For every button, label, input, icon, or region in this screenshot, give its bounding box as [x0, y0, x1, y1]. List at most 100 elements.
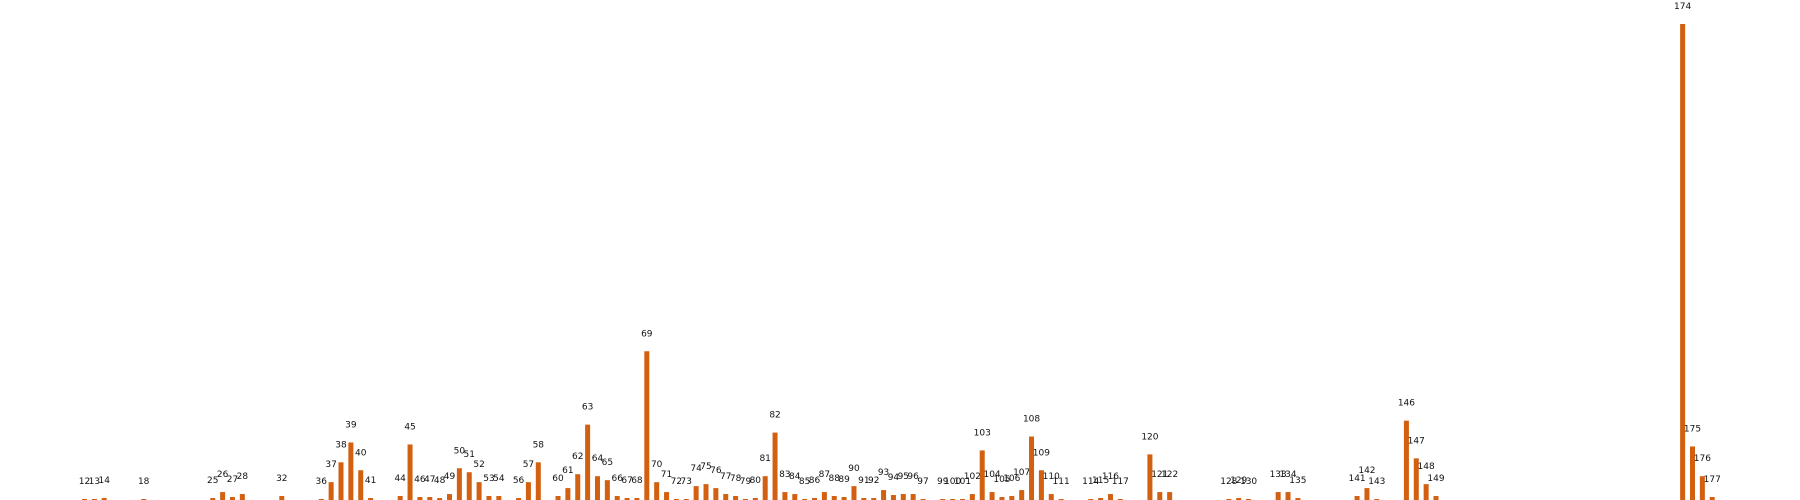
bar-label-149: 149 [1427, 474, 1444, 484]
bar-53 [486, 496, 492, 500]
bar-57 [525, 482, 531, 500]
bar-label-146: 146 [1398, 399, 1415, 409]
bar-label-109: 109 [1033, 448, 1050, 458]
bar-58 [535, 462, 541, 500]
bar-115 [1098, 498, 1104, 500]
bar-label-36: 36 [316, 477, 328, 487]
bar-label-95: 95 [898, 472, 909, 482]
bar-90 [851, 486, 857, 500]
bar-label-76: 76 [710, 466, 722, 476]
bar-54 [496, 496, 502, 500]
bar-label-32: 32 [276, 474, 287, 484]
bar-39 [348, 442, 354, 500]
bar-label-177: 177 [1704, 475, 1721, 485]
bar-87 [821, 492, 827, 500]
bar-81 [762, 476, 768, 500]
bar-label-12: 12 [79, 477, 90, 487]
bar-92 [871, 498, 877, 500]
bar-label-79: 79 [740, 477, 752, 487]
bar-71 [664, 492, 670, 500]
bar-95 [900, 494, 906, 500]
bar-label-117: 117 [1112, 477, 1129, 487]
bar-74 [693, 486, 699, 500]
bar-48 [437, 498, 443, 500]
bar-77 [723, 494, 729, 500]
bar-label-25: 25 [207, 476, 218, 486]
bar-149 [1433, 496, 1439, 500]
bar-label-78: 78 [730, 474, 742, 484]
bar-label-51: 51 [464, 450, 475, 460]
bar-label-50: 50 [454, 446, 466, 456]
bar-49 [447, 494, 452, 500]
bar-label-129: 129 [1230, 476, 1247, 486]
bar-label-70: 70 [651, 460, 663, 470]
bar-109 [1038, 470, 1044, 500]
bar-label-108: 108 [1023, 415, 1040, 425]
bar-label-176: 176 [1694, 454, 1711, 464]
bar-label-53: 53 [483, 474, 494, 484]
bar-174 [1680, 24, 1686, 500]
bar-44 [397, 496, 403, 500]
bar-label-147: 147 [1408, 436, 1425, 446]
bar-label-73: 73 [681, 477, 692, 487]
bar-label-13: 13 [89, 477, 100, 487]
bar-label-46: 46 [414, 475, 426, 485]
bar-label-28: 28 [237, 472, 249, 482]
bar-120 [1147, 454, 1153, 500]
bar-80 [752, 498, 758, 500]
bar-129 [1236, 498, 1242, 500]
bar-label-40: 40 [355, 448, 367, 458]
bar-177 [1709, 497, 1715, 500]
bar-label-37: 37 [325, 460, 336, 470]
bar-108 [1029, 436, 1035, 500]
bar-label-100: 100 [944, 477, 961, 487]
bar-93 [881, 490, 887, 500]
bar-label-83: 83 [779, 470, 790, 480]
bar-label-174: 174 [1674, 2, 1691, 12]
bar-label-54: 54 [493, 474, 505, 484]
bar-label-48: 48 [434, 476, 446, 486]
bar-60 [555, 496, 561, 500]
bar-133 [1275, 492, 1281, 500]
bar-label-87: 87 [819, 470, 830, 480]
bar-label-80: 80 [750, 476, 762, 486]
bar-51 [466, 472, 472, 500]
bar-label-67: 67 [621, 476, 632, 486]
bar-label-81: 81 [759, 454, 770, 464]
bar-label-103: 103 [974, 428, 991, 438]
bar-label-133: 133 [1270, 470, 1287, 480]
bar-label-143: 143 [1368, 477, 1385, 487]
bar-label-115: 115 [1092, 476, 1109, 486]
bar-label-56: 56 [513, 476, 525, 486]
bar-label-85: 85 [799, 477, 810, 487]
bar-label-52: 52 [473, 460, 484, 470]
bar-141 [1354, 496, 1360, 500]
bar-146 [1403, 420, 1409, 500]
bar-label-142: 142 [1358, 466, 1375, 476]
bar-label-74: 74 [690, 464, 702, 474]
bar-label-62: 62 [572, 452, 583, 462]
bar-107 [1019, 490, 1025, 500]
bar-label-63: 63 [582, 403, 593, 413]
bar-label-57: 57 [523, 460, 534, 470]
bar-label-58: 58 [533, 440, 545, 450]
bar-label-88: 88 [829, 474, 841, 484]
bar-label-93: 93 [878, 468, 889, 478]
bar-52 [476, 482, 482, 500]
bar-50 [456, 468, 462, 500]
bar-75 [703, 484, 709, 500]
bar-38 [338, 462, 344, 500]
bar-83 [782, 492, 788, 500]
bar-28 [239, 494, 245, 500]
bar-label-134: 134 [1279, 470, 1296, 480]
bar-25 [210, 498, 216, 500]
bar-175 [1690, 446, 1695, 500]
bar-61 [565, 488, 571, 500]
bar-label-47: 47 [424, 475, 435, 485]
bar-142 [1364, 488, 1370, 500]
bar-label-128: 128 [1220, 477, 1237, 487]
bar-label-26: 26 [217, 470, 229, 480]
bar-label-120: 120 [1141, 432, 1158, 442]
bar-37 [328, 482, 334, 500]
